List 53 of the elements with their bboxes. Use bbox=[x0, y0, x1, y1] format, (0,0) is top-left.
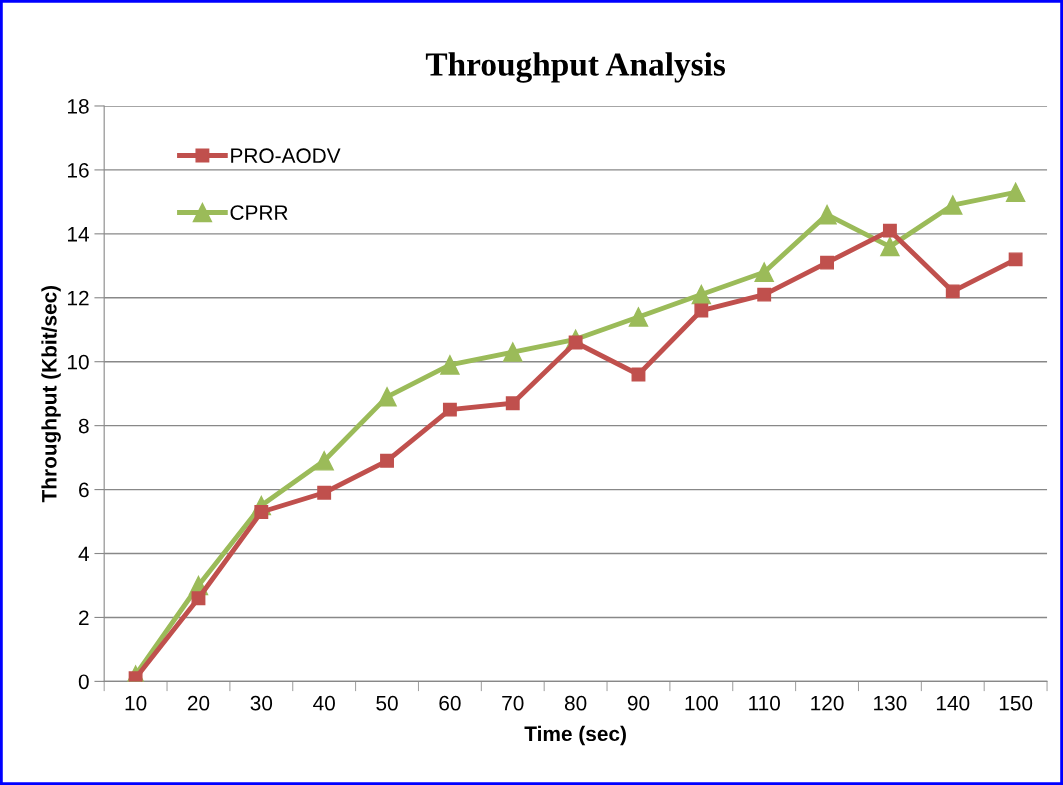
x-tick-label: 130 bbox=[874, 695, 907, 711]
y-tick-label: 12 bbox=[68, 290, 89, 306]
point bbox=[945, 284, 960, 299]
point bbox=[314, 451, 334, 471]
y-tick-label: 16 bbox=[68, 162, 89, 178]
point bbox=[691, 284, 712, 305]
point bbox=[1008, 252, 1023, 267]
x-tick-label: 50 bbox=[376, 695, 398, 711]
point bbox=[503, 342, 523, 362]
y-tick-label: 10 bbox=[68, 354, 89, 370]
chart-title: Throughput Analysis bbox=[425, 52, 726, 83]
point bbox=[817, 204, 837, 225]
legend-label: CPRR bbox=[230, 205, 288, 220]
x-tick-label: 140 bbox=[936, 695, 970, 711]
y-tick-label: 8 bbox=[78, 418, 89, 434]
point bbox=[757, 287, 772, 302]
x-tick-label: 80 bbox=[564, 695, 587, 711]
x-tick-label: 40 bbox=[313, 695, 335, 711]
x-tick-label: 20 bbox=[187, 695, 210, 711]
x-axis-title: Time (sec) bbox=[524, 725, 626, 746]
point bbox=[882, 223, 897, 238]
x-tick-label: 100 bbox=[685, 695, 718, 711]
point bbox=[754, 262, 774, 282]
y-axis-title: Throughput (Kbit/sec) bbox=[41, 285, 61, 503]
y-tick-label: 18 bbox=[68, 98, 89, 114]
x-tick-label: 10 bbox=[125, 695, 147, 711]
point bbox=[317, 485, 332, 500]
x-tick-label: 120 bbox=[811, 695, 844, 711]
x-tick-label: 30 bbox=[250, 695, 273, 711]
x-tick-label: 60 bbox=[439, 695, 461, 711]
x-tick-label: 70 bbox=[502, 695, 524, 711]
point bbox=[943, 195, 963, 215]
point bbox=[442, 402, 457, 417]
point bbox=[880, 236, 900, 257]
point bbox=[377, 387, 397, 407]
x-tick-label: 150 bbox=[999, 695, 1033, 711]
y-tick-label: 6 bbox=[79, 482, 89, 498]
point bbox=[128, 671, 143, 682]
y-tick-label: 2 bbox=[79, 610, 89, 625]
point bbox=[380, 453, 394, 468]
x-tick-label: 110 bbox=[749, 695, 780, 711]
y-tick-label: 14 bbox=[68, 227, 89, 242]
point bbox=[694, 303, 709, 318]
y-tick-label: 0 bbox=[78, 674, 89, 690]
point bbox=[505, 396, 520, 411]
point bbox=[440, 355, 460, 375]
point bbox=[820, 255, 834, 270]
legend-label: PRO-AODV bbox=[231, 148, 341, 164]
point bbox=[191, 591, 206, 606]
x-tick-label: 90 bbox=[627, 695, 650, 711]
point bbox=[1005, 182, 1026, 203]
point bbox=[628, 307, 649, 327]
y-tick-label: 4 bbox=[78, 546, 89, 562]
